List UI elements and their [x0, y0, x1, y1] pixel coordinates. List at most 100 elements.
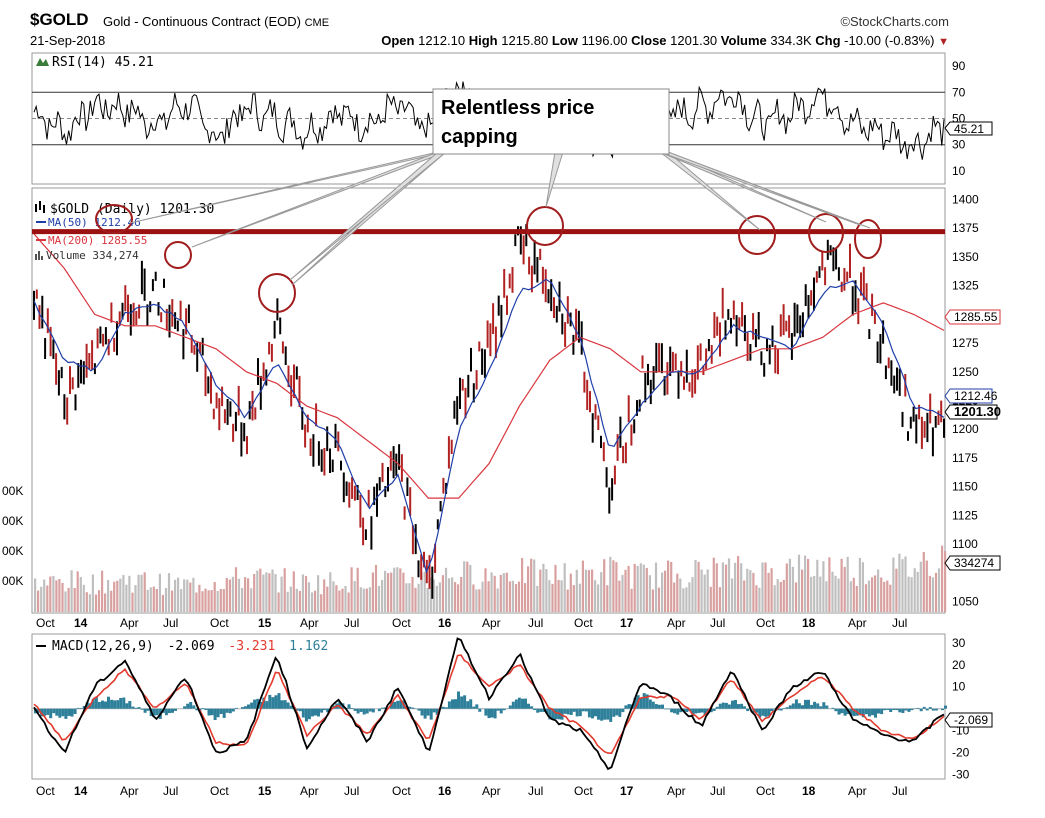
capping-circle	[258, 273, 296, 313]
volume-bar	[521, 558, 524, 612]
price-x-tick-label: 15	[258, 616, 272, 630]
volume-bar	[463, 561, 466, 612]
volume-bar	[94, 594, 98, 612]
macd-hist-bar	[822, 702, 826, 709]
volume-bar	[417, 583, 420, 612]
volume-bar	[864, 584, 868, 612]
volume-bars-icon	[35, 251, 43, 260]
volume-bar	[466, 561, 469, 612]
macd-hist-bar	[584, 708, 588, 712]
macd-hist-bar	[563, 708, 567, 714]
macd-hist-bar	[137, 707, 141, 709]
volume-bar	[101, 570, 104, 612]
volume-bar	[61, 583, 64, 612]
volume-bar	[143, 572, 146, 612]
volume-bar	[55, 580, 58, 612]
rsi-legend-text: RSI(14) 45.21	[52, 55, 154, 70]
price-tick-label: 1350	[952, 250, 979, 264]
macd-hist-bar	[73, 708, 77, 714]
volume-bar	[584, 569, 588, 612]
volume-bar	[746, 568, 749, 612]
volume-bar	[496, 588, 499, 612]
macd-hist-bar	[670, 708, 674, 713]
low-value: 1196.00	[581, 33, 628, 48]
macd-hist-bar	[606, 708, 610, 720]
volume-axis-label: 00K	[2, 544, 23, 558]
volume-bar	[645, 567, 648, 612]
volume-bar	[320, 594, 323, 612]
volume-bar	[572, 585, 575, 612]
macd-hist-bar	[889, 708, 893, 712]
volume-bar	[934, 572, 938, 612]
macd-hist-bar	[804, 699, 807, 709]
volume-bar	[438, 582, 441, 612]
volume-bar	[724, 564, 728, 612]
volume-bar	[104, 593, 107, 612]
price-x-tick-label: Jul	[344, 616, 359, 630]
volume-bar	[216, 591, 219, 612]
macd-hist-bar	[514, 699, 518, 709]
volume-bar	[356, 567, 359, 612]
macd-hist-bar	[837, 708, 841, 715]
macd-hist-bar	[67, 708, 71, 716]
volume-bar	[116, 580, 119, 612]
volume-bar	[280, 576, 283, 612]
low-label: Low	[551, 33, 578, 48]
macd-hist-bar	[919, 708, 923, 712]
volume-bar	[673, 582, 676, 612]
macd-hist-bar	[645, 694, 649, 709]
volume-bar	[180, 589, 183, 612]
volume-bar	[171, 590, 174, 612]
volume-bar	[70, 570, 73, 612]
volume-bar	[338, 590, 341, 612]
macd-hist-bar	[597, 708, 600, 720]
volume-bar	[244, 577, 247, 612]
volume-bar	[478, 589, 481, 612]
volume-bar	[350, 567, 353, 612]
annotation-text-line2: capping	[441, 126, 518, 148]
volume-bar	[49, 576, 52, 612]
volume-bar	[511, 580, 514, 612]
volume-bar	[527, 566, 530, 612]
volume-bar	[295, 588, 298, 612]
volume-bar	[925, 560, 928, 612]
volume-bar	[429, 577, 432, 612]
macd-x-tick-label: Oct	[574, 784, 593, 798]
macd-hist-bar	[189, 702, 193, 709]
macd-hist-bar	[572, 708, 576, 712]
macd-hist-bar	[694, 708, 698, 714]
volume-bar	[277, 592, 280, 612]
macd-legend-hist: 1.162	[289, 639, 328, 654]
volume-bar	[82, 584, 85, 612]
macd-hist-bar	[521, 698, 524, 709]
macd-x-tick-label: 17	[620, 784, 634, 798]
macd-hist-bar	[621, 708, 625, 713]
volume-bar	[454, 582, 457, 612]
macd-hist-bar	[539, 708, 543, 712]
volume-bar	[727, 558, 731, 612]
macd-hist-bar	[46, 708, 50, 715]
volume-bar	[804, 555, 807, 612]
volume-bar	[283, 568, 286, 612]
macd-hist-bar	[925, 708, 929, 711]
volume-bar	[770, 568, 773, 612]
volume-bar	[222, 589, 225, 612]
price-tick-label: 1175	[952, 451, 978, 465]
volume-bar	[667, 560, 670, 612]
volume-bar	[228, 579, 231, 612]
brand-text[interactable]: ©StockCharts.com	[840, 14, 949, 29]
volume-bar	[517, 581, 521, 612]
volume-bar	[913, 568, 916, 612]
volume-bar	[128, 575, 131, 612]
macd-hist-bar	[560, 708, 564, 720]
volume-bar	[551, 583, 554, 612]
volume-bar	[688, 582, 691, 612]
macd-hist-bar	[548, 708, 552, 720]
macd-hist-bar	[682, 708, 686, 712]
capping-circle	[854, 219, 882, 259]
macd-hist-bar	[661, 704, 664, 709]
volume-bar	[910, 577, 913, 612]
volume-bar	[460, 577, 463, 612]
macd-hist-bar	[624, 705, 628, 709]
